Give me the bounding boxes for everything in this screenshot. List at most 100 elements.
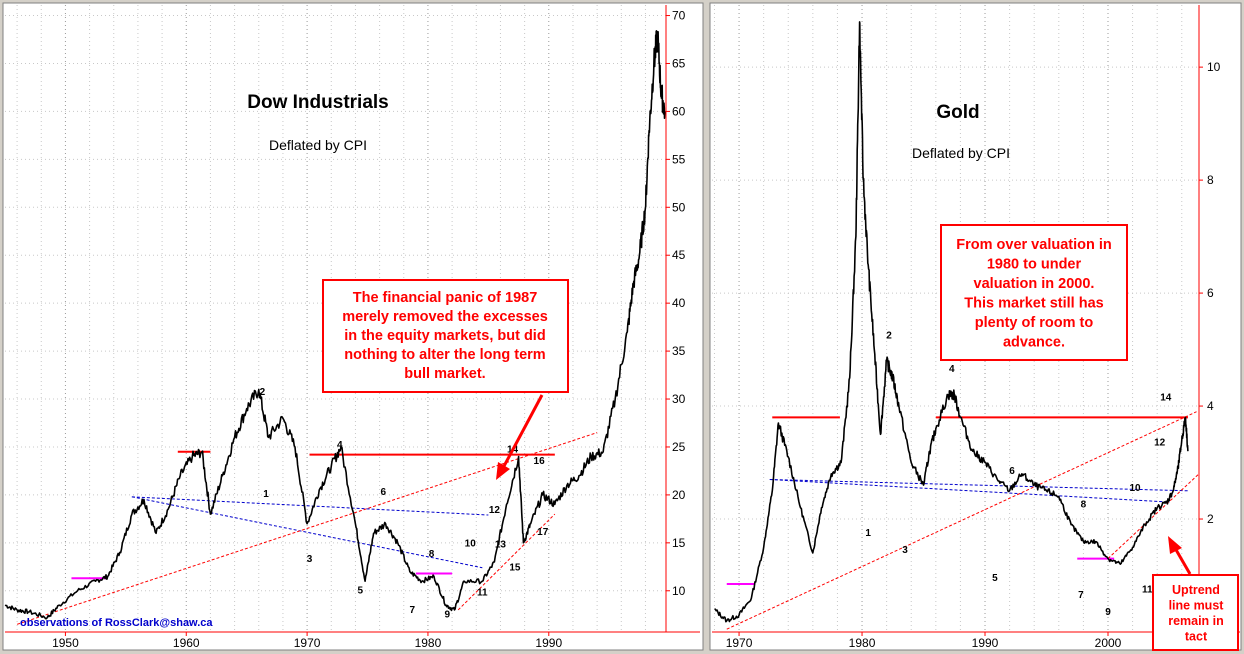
wave-label: 3 — [307, 554, 313, 565]
y-tick-label: 20 — [672, 488, 686, 502]
dow-title: Dow Industrials — [247, 92, 388, 113]
note-line: remain in — [1168, 614, 1224, 628]
y-tick-label: 10 — [672, 584, 686, 598]
dow-grid — [5, 5, 666, 632]
wave-label: 6 — [380, 487, 386, 498]
callout-line: The financial panic of 1987 — [353, 290, 538, 306]
wave-label: 5 — [357, 586, 363, 597]
wave-label: 10 — [1129, 483, 1141, 494]
callout-line: plenty of room to — [975, 315, 1094, 331]
wave-label: 17 — [537, 527, 549, 538]
y-tick-label: 65 — [672, 56, 686, 70]
callout-line: nothing to alter the long term — [344, 347, 545, 363]
gold-trendlines — [726, 411, 1200, 630]
wave-label: 9 — [1105, 607, 1111, 618]
dow-x-ticks: 1950 1960 1970 1980 1990 — [52, 632, 562, 650]
gold-subtitle: Deflated by CPI — [912, 145, 1010, 161]
callout-line: bull market. — [404, 366, 485, 382]
wave-label: 14 — [1160, 392, 1172, 403]
x-tick-label: 2000 — [1095, 636, 1122, 650]
downtrend-line — [131, 496, 483, 569]
wave-label: 10 — [465, 539, 477, 550]
y-tick-label: 10 — [1207, 60, 1221, 74]
gold-note-arrowhead — [1168, 536, 1182, 554]
y-tick-label: 40 — [672, 296, 686, 310]
dow-subtitle: Deflated by CPI — [269, 137, 367, 153]
callout-line: This market still has — [964, 296, 1103, 312]
callout-line: merely removed the excesses — [342, 309, 548, 325]
y-tick-label: 60 — [672, 104, 686, 118]
callout-line: 1980 to under — [987, 257, 1082, 273]
y-tick-label: 55 — [672, 152, 686, 166]
dow-callout-arrowhead — [496, 462, 510, 480]
credit-text: observations of RossClark@shaw.ca — [20, 617, 213, 629]
uptrend-line — [16, 432, 598, 625]
wave-label: 1 — [865, 528, 871, 539]
y-tick-label: 45 — [672, 248, 686, 262]
wave-label: 15 — [509, 563, 521, 574]
wave-label: 11 — [477, 588, 488, 599]
downtrend-line — [131, 496, 489, 516]
note-line: line must — [1169, 599, 1225, 613]
dow-price-line — [4, 30, 666, 620]
dow-trendlines — [16, 432, 598, 625]
wave-label: 5 — [992, 573, 998, 584]
wave-label: 8 — [429, 549, 435, 560]
gold-title: Gold — [936, 102, 979, 123]
y-tick-label: 2 — [1207, 512, 1214, 526]
y-tick-label: 4 — [1207, 399, 1214, 413]
y-tick-label: 50 — [672, 200, 686, 214]
gold-note-box — [1152, 574, 1239, 651]
wave-label: 6 — [1009, 466, 1015, 477]
wave-label: 16 — [534, 456, 546, 467]
x-tick-label: 1970 — [726, 636, 753, 650]
wave-label: 2 — [260, 387, 266, 398]
uptrend-line — [726, 411, 1197, 630]
y-tick-label: 70 — [672, 9, 686, 23]
gold-callout-box — [940, 224, 1128, 361]
y-tick-label: 30 — [672, 392, 686, 406]
gold-y-ticks: 2 4 6 8 10 — [1199, 60, 1221, 526]
note-line: tact — [1185, 630, 1208, 644]
gold-callout-text: From over valuation in 1980 to under valua… — [956, 237, 1112, 351]
dow-callout-arrow — [501, 394, 544, 469]
callout-line: valuation in 2000. — [974, 276, 1095, 292]
uptrend-line — [1107, 473, 1200, 559]
callout-line: advance. — [1003, 335, 1065, 351]
x-tick-label: 1990 — [972, 636, 999, 650]
x-tick-label: 1950 — [52, 636, 79, 650]
y-tick-label: 8 — [1207, 173, 1214, 187]
callout-line: From over valuation in — [956, 237, 1112, 253]
uptrend-line — [457, 513, 556, 611]
x-tick-label: 1990 — [535, 636, 562, 650]
wave-label: 4 — [949, 364, 955, 375]
y-tick-label: 25 — [672, 440, 686, 454]
dow-wave-labels: 1234567891011121314151617 — [260, 387, 549, 620]
wave-label: 7 — [409, 605, 415, 616]
callout-line: in the equity markets, but did — [344, 328, 545, 344]
x-tick-label: 1970 — [294, 636, 321, 650]
dow-y-ticks: 10 15 20 25 30 35 40 45 50 55 60 65 70 — [666, 9, 686, 598]
wave-label: 4 — [337, 440, 343, 451]
downtrend-line — [769, 478, 1170, 503]
gold-note-arrow — [1173, 547, 1192, 575]
wave-label: 8 — [1081, 500, 1087, 511]
y-tick-label: 6 — [1207, 286, 1214, 300]
wave-label: 7 — [1078, 590, 1084, 601]
wave-label: 11 — [1142, 584, 1153, 595]
x-tick-label: 1980 — [415, 636, 442, 650]
x-tick-label: 1960 — [173, 636, 200, 650]
wave-label: 1 — [263, 489, 269, 500]
note-line: Uptrend — [1172, 583, 1220, 597]
wave-label: 13 — [495, 540, 507, 551]
gold-price-line — [714, 21, 1189, 623]
wave-label: 12 — [489, 505, 501, 516]
wave-label: 2 — [886, 330, 892, 341]
wave-label: 12 — [1154, 438, 1166, 449]
wave-label: 9 — [444, 610, 450, 621]
